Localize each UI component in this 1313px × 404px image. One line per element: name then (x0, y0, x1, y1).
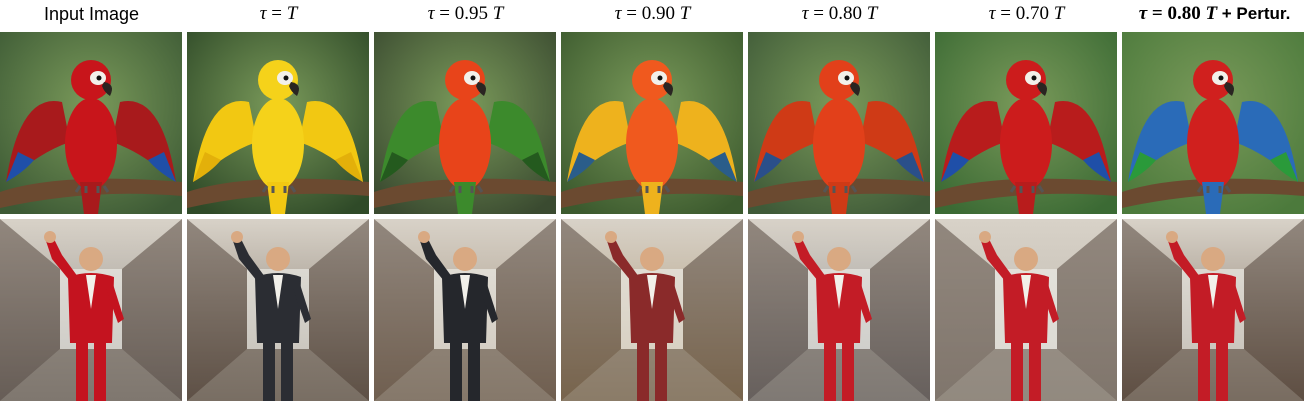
parrot-illustration (561, 32, 743, 214)
parrot-image-2 (374, 32, 556, 214)
man-illustration (374, 219, 556, 401)
parrot-image-5 (935, 32, 1117, 214)
man-image-5 (935, 219, 1117, 401)
parrot-image-6 (1122, 32, 1304, 214)
parrot-image-0 (0, 32, 182, 214)
header-tau-0.70T: τ = 0.70 T (988, 3, 1065, 24)
man-illustration (748, 219, 930, 401)
header-tau-0.80T-perturbation: τ = 0.80 T + Pertur. (1138, 3, 1291, 24)
man-image-6 (1122, 219, 1304, 401)
header-input-image: Input Image (43, 4, 140, 24)
parrot-illustration (374, 32, 556, 214)
parrot-illustration (748, 32, 930, 214)
man-image-0 (0, 219, 182, 401)
header-tau-T: τ = T (259, 3, 298, 24)
parrot-illustration (0, 32, 182, 214)
man-image-1 (187, 219, 369, 401)
parrot-illustration (1122, 32, 1304, 214)
header-tau-0.80T: τ = 0.80 T (801, 3, 878, 24)
man-illustration (187, 219, 369, 401)
man-illustration (1122, 219, 1304, 401)
column-headers: Input Image τ = T τ = 0.95 T τ = 0.90 T … (0, 0, 1313, 30)
man-illustration (0, 219, 182, 401)
header-tau-0.95T: τ = 0.95 T (427, 3, 504, 24)
man-illustration (561, 219, 743, 401)
parrot-illustration (187, 32, 369, 214)
header-tau-0.90T: τ = 0.90 T (614, 3, 691, 24)
parrot-image-3 (561, 32, 743, 214)
parrot-image-4 (748, 32, 930, 214)
parrot-illustration (935, 32, 1117, 214)
man-illustration (935, 219, 1117, 401)
man-image-3 (561, 219, 743, 401)
man-image-2 (374, 219, 556, 401)
parrot-image-1 (187, 32, 369, 214)
man-image-4 (748, 219, 930, 401)
